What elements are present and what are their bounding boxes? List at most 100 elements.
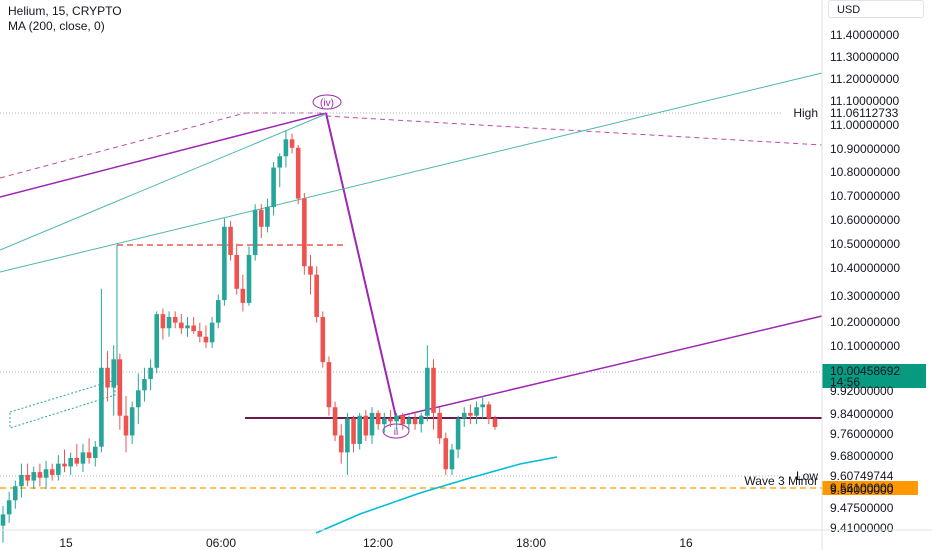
candle-body (369, 412, 375, 436)
candle (209, 317, 215, 349)
candle-body (295, 147, 301, 199)
candles-layer (0, 130, 498, 543)
candle-body (179, 322, 184, 329)
candle (388, 410, 393, 427)
candle-body (142, 379, 147, 391)
candle-body (455, 418, 461, 450)
candle-body (345, 418, 350, 453)
candle (369, 407, 375, 444)
time-tick-label: 12:00 (363, 536, 393, 550)
candle-body (37, 472, 43, 478)
candle-body (320, 317, 326, 363)
candle (197, 322, 203, 343)
candle (215, 294, 221, 329)
candle (43, 460, 49, 490)
wave-3-minor-label: Wave 3 Minor (744, 474, 818, 488)
wave-line-2 (325, 112, 397, 418)
candle (111, 345, 116, 416)
ma-200-line (315, 456, 558, 534)
candle (148, 359, 153, 391)
candle (277, 153, 283, 188)
candle-body (111, 359, 116, 388)
time-tick-label: 06:00 (206, 536, 236, 550)
candle (86, 438, 92, 464)
candle (37, 463, 43, 487)
current-price-countdown: 14:56 (830, 375, 860, 389)
candle (228, 221, 233, 261)
price-tick-label: 10.90000000 (830, 142, 900, 156)
current-price-bg (822, 364, 926, 388)
candle (203, 325, 209, 349)
candle (431, 359, 436, 430)
candle-body (468, 412, 473, 416)
price-tick-label: 10.60000000 (830, 213, 900, 227)
candle-body (74, 458, 80, 464)
candle-body (277, 156, 283, 168)
price-tick-label: 9.68000000 (830, 449, 894, 463)
channel-line-lower (395, 315, 823, 418)
candle (185, 317, 190, 337)
symbol-title[interactable]: Helium, 15, CRYPTO (8, 4, 122, 18)
candle-body (62, 463, 67, 467)
candle-body (351, 418, 356, 444)
candle (222, 218, 227, 306)
time-tick-label: 18:00 (516, 536, 546, 550)
candle (394, 412, 399, 430)
candle (351, 415, 356, 453)
candle (31, 466, 37, 490)
price-tick-label: 9.47500000 (830, 501, 894, 515)
candle-body (80, 452, 86, 464)
candle-body (99, 367, 104, 447)
candle-body (338, 435, 344, 453)
price-tick-label: 9.41000000 (830, 521, 894, 535)
candle-body (443, 438, 449, 470)
price-tick-label: 10.40000000 (830, 261, 900, 275)
candle (406, 415, 412, 430)
indicator-title[interactable]: MA (200, close, 0) (8, 19, 105, 33)
price-tick-label: 11.20000000 (830, 72, 900, 86)
price-tick-label: 9.92000000 (830, 384, 894, 398)
candle-body (418, 415, 424, 425)
candle-body (283, 139, 289, 157)
candle (123, 395, 129, 453)
high-value-bg (822, 106, 926, 120)
wave-line-1 (0, 112, 327, 198)
candle (265, 198, 270, 233)
currency-selector[interactable]: USD (828, 0, 924, 18)
candle (461, 407, 467, 427)
candle-body (222, 226, 227, 301)
candle (68, 452, 73, 475)
candle-body (86, 452, 92, 458)
price-tick-label: 11.00000000 (830, 118, 900, 132)
candle (314, 266, 319, 323)
drawings-layer: (iv) ii (0, 72, 823, 489)
candle-body (25, 474, 30, 481)
price-tick-label: 9.76000000 (830, 427, 894, 441)
candle-body (461, 412, 467, 419)
dashed-line-right (325, 115, 823, 146)
candle-body (148, 367, 153, 380)
price-tick-label: 11.10000000 (830, 94, 900, 108)
candle-body (215, 300, 221, 323)
candle (455, 415, 461, 458)
candle (6, 491, 12, 523)
candle-body (357, 415, 362, 444)
candle (302, 192, 307, 275)
candle-body (375, 412, 381, 425)
candle-body (271, 167, 276, 208)
low-value-bg (822, 469, 926, 483)
candle-body (172, 317, 178, 323)
dashed-line-left (0, 112, 246, 179)
candle (332, 401, 338, 442)
price-tick-label: 9.84000000 (830, 407, 894, 421)
price-axis: 11.40000000 11.30000000 11.20000000 11.1000… (821, 0, 900, 550)
candle (99, 288, 104, 453)
candle-body (474, 407, 479, 416)
candle (74, 443, 80, 467)
candle (449, 443, 455, 475)
candle-body (6, 500, 12, 515)
candle (283, 130, 289, 168)
candle (19, 463, 24, 498)
candle (129, 401, 135, 444)
